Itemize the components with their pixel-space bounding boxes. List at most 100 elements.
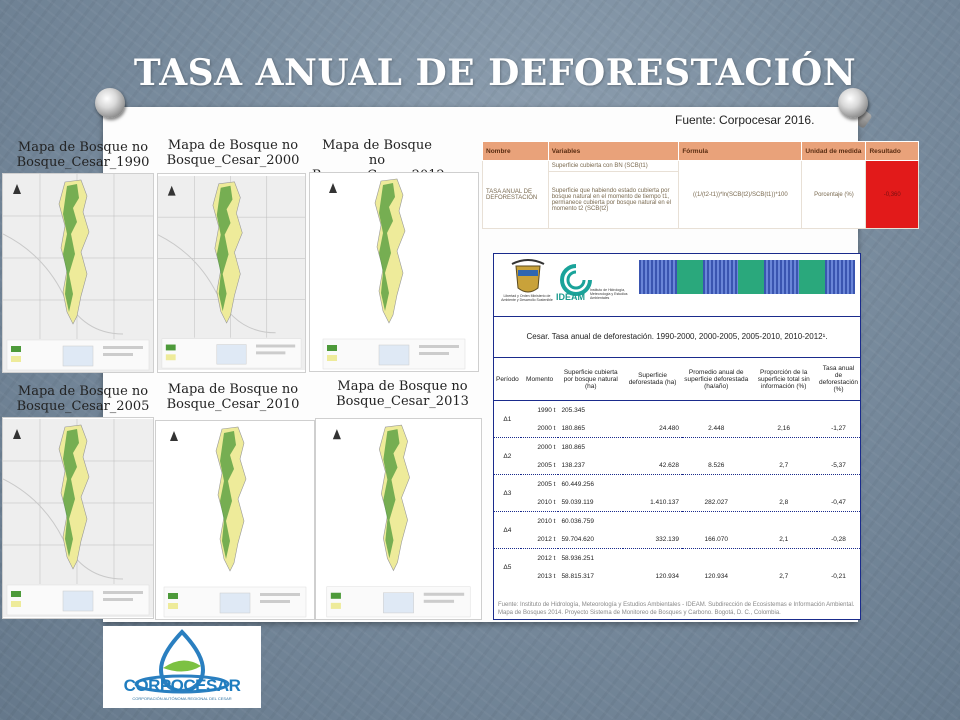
- ideam-logo-text: IDEAM: [556, 292, 585, 302]
- period-cell: Δ2: [494, 437, 521, 475]
- period-cell: Δ1: [494, 400, 521, 438]
- col-header-annual-average: Promedio anual de superficie deforestada…: [682, 358, 751, 401]
- deforested-cell: 42.628: [659, 461, 679, 469]
- header-stripe: [764, 260, 799, 294]
- col-header-period: Período: [494, 358, 521, 401]
- corpocesar-logo-subtext: CORPORACIÓN AUTÓNOMA REGIONAL DEL CESAR: [132, 696, 232, 701]
- moment-cell: 2012 t: [520, 548, 559, 567]
- map-image-2005: [2, 417, 154, 619]
- formula-header-result: Resultado: [865, 141, 919, 161]
- data-table-footnote: Fuente: Instituto de Hidrología, Meteoro…: [498, 602, 855, 616]
- map-label-2005: Mapa de Bosque no Bosque_Cesar_2005: [16, 384, 150, 414]
- forest-map-graphic: [3, 174, 153, 372]
- forest-area-cell: 59.039.119: [561, 498, 594, 506]
- moment-cell: 2012 t: [537, 535, 556, 543]
- deforested-cell: 120.934: [655, 572, 680, 580]
- formula-header-name: Nombre: [482, 141, 549, 161]
- no-info-cell: 2,7: [779, 461, 789, 469]
- formula-variable-1: Superficie cubierta con BN (SCB(t1): [547, 160, 680, 172]
- col-header-rate: Tasa anual de deforestación (%): [816, 358, 860, 401]
- forest-area-cell: 138.237: [561, 461, 585, 469]
- moment-cell: 2013 t: [537, 572, 556, 580]
- ideam-logo-icon: [560, 264, 592, 296]
- rate-cell: -0,28: [831, 535, 846, 543]
- formula-header-unit: Unidad de medida: [801, 141, 867, 161]
- formula-table: Nombre Variables Fórmula Unidad de medid…: [482, 141, 919, 229]
- table-row: Δ5 2012 t 58.936.251: [494, 548, 860, 585]
- moment-cell: 2000 t: [537, 424, 556, 432]
- formula-unit: Porcentaje (%): [801, 160, 867, 229]
- forest-area-cell: 59.704.620: [561, 535, 594, 543]
- ideam-logo-subtext: Instituto de Hidrología, Meteorología y …: [590, 288, 628, 300]
- forest-area-cell: 60.036.759: [558, 511, 624, 530]
- no-info-cell: 2,8: [779, 498, 789, 506]
- map-image-2012: [309, 172, 479, 372]
- col-header-moment: Momento: [520, 358, 559, 401]
- formula-expression: ((1/(t2-t1))*ln(SCB(t2)/SCB(t1))*100: [678, 160, 803, 229]
- left-pushpin-icon: [95, 88, 125, 118]
- map-image-2010: [155, 420, 315, 620]
- map-label-1990: Mapa de Bosque no Bosque_Cesar_1990: [16, 140, 150, 170]
- map-image-1990: [2, 173, 154, 373]
- annual-average-cell: 2.448: [708, 424, 725, 432]
- forest-area-cell: 58.815.317: [561, 572, 594, 580]
- header-stripe: [639, 260, 677, 294]
- moment-cell: 2010 t: [537, 498, 556, 506]
- formula-header-variables: Variables: [547, 141, 680, 161]
- slide-title: TASA ANUAL DE DEFORESTACIÓN: [133, 52, 857, 94]
- forest-area-cell: 60.449.256: [558, 474, 624, 493]
- data-table-header: Libertad y Orden Ministerio de Ambiente …: [494, 254, 860, 317]
- source-note: Fuente: Corpocesar 2016.: [675, 113, 815, 127]
- deforested-cell: 332.139: [655, 535, 680, 543]
- forest-map-graphic: [160, 421, 310, 619]
- moment-cell: 2000 t: [520, 437, 559, 456]
- table-row: Δ1 1990 t 205.345: [494, 400, 860, 438]
- map-label-2000: Mapa de Bosque no Bosque_Cesar_2000: [166, 138, 300, 168]
- moment-cell: 1990 t: [520, 400, 559, 419]
- annual-average-cell: 166.070: [704, 535, 728, 543]
- no-info-cell: 2,1: [779, 535, 789, 543]
- corpocesar-logo-text: CORPOCESAR: [123, 676, 241, 695]
- right-pushpin-icon: [838, 88, 868, 118]
- colombia-coat-of-arms-icon: [511, 259, 545, 293]
- data-table-title: Cesar. Tasa anual de deforestación. 1990…: [494, 317, 860, 358]
- period-cell: Δ5: [494, 548, 521, 585]
- deforestation-data-table: Libertad y Orden Ministerio de Ambiente …: [493, 253, 861, 620]
- minambiente-logo-text: Libertad y Orden Ministerio de Ambiente …: [501, 294, 553, 302]
- header-stripe: [703, 260, 738, 294]
- header-stripe: [738, 260, 764, 294]
- header-stripe: [799, 260, 825, 294]
- forest-map-graphic: [158, 175, 305, 371]
- forest-area-cell: 180.865: [561, 424, 585, 432]
- corpocesar-logo: CORPOCESAR CORPORACIÓN AUTÓNOMA REGIONAL…: [103, 626, 261, 708]
- annual-average-cell: 120.934: [704, 572, 728, 580]
- annual-average-cell: 282.027: [704, 498, 728, 506]
- moment-cell: 2005 t: [537, 461, 556, 469]
- table-row: 2000 t 180.865 24.480 2.448 2,16 -1,27: [494, 419, 860, 438]
- table-row: Δ4 2010 t 60.036.759: [494, 511, 860, 549]
- formula-name: TASA ANUAL DE DEFORESTACIÓN: [482, 160, 549, 229]
- table-row: 2010 t 59.039.119 1.410.137 282.027 2,8 -0,47: [494, 493, 860, 512]
- forest-area-cell: 58.936.251: [558, 548, 624, 567]
- rate-cell: -5,37: [831, 461, 846, 469]
- water-drop-icon: [134, 629, 230, 694]
- period-cell: Δ4: [494, 511, 521, 549]
- no-info-cell: 2,16: [777, 424, 791, 432]
- col-header-forest-area: Superficie cubierta por bosque natural (…: [558, 358, 624, 401]
- map-image-2013: [315, 418, 482, 620]
- deforested-cell: 24.480: [659, 424, 679, 432]
- map-label-2013: Mapa de Bosque no Bosque_Cesar_2013: [336, 379, 469, 409]
- header-stripe: [825, 260, 855, 294]
- forest-area-cell: 205.345: [558, 400, 624, 419]
- forest-area-cell: 180.865: [558, 437, 624, 456]
- formula-result: -0,360: [865, 160, 919, 229]
- deforested-cell: 1.410.137: [650, 498, 679, 506]
- table-row: 2013 t 58.815.317 120.934 120.934 2,7 -0,21: [494, 567, 860, 585]
- formula-header-formula: Fórmula: [678, 141, 803, 161]
- period-cell: Δ3: [494, 474, 521, 512]
- annual-average-cell: 8.526: [708, 461, 725, 469]
- col-header-deforested: Superficie deforestada (ha): [623, 358, 682, 401]
- col-header-no-info: Proporción de la superficie total sin in…: [750, 358, 817, 401]
- table-row: Δ2 2000 t 180.865: [494, 437, 860, 475]
- data-grid: Período Momento Superficie cubierta por …: [494, 358, 860, 585]
